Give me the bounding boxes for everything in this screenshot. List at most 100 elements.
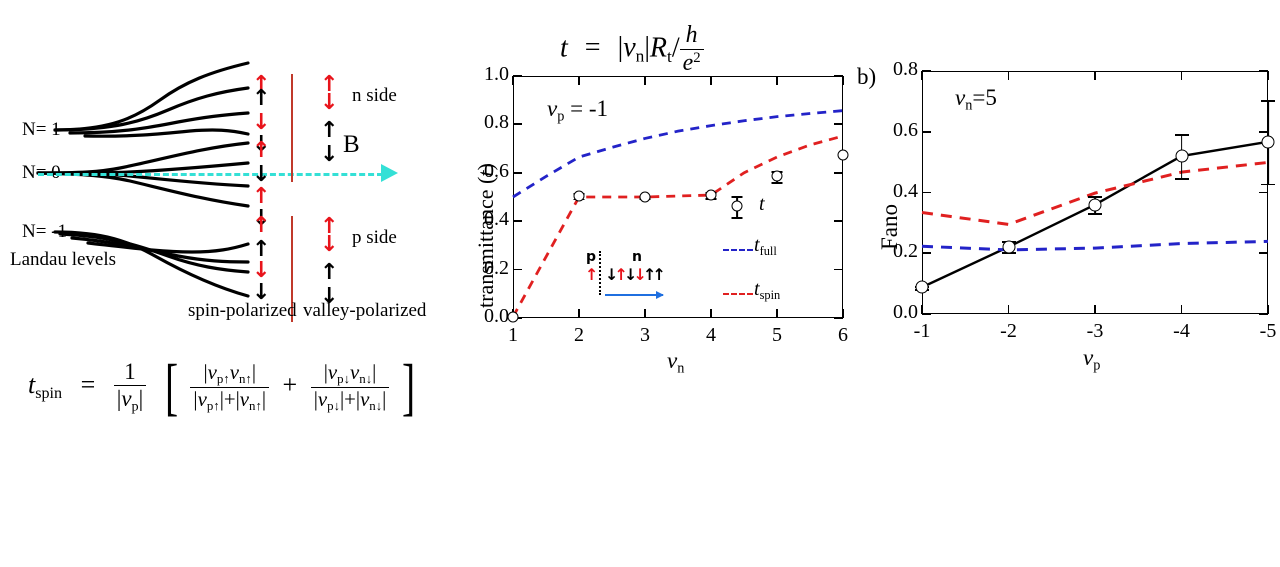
legend-dash-full (723, 249, 753, 251)
plot-a-ytick (513, 268, 522, 271)
plot-a-data-point (771, 170, 783, 182)
plot-a-ytick-label: 0.8 (484, 111, 509, 134)
spin-polarized-caption: spin-polarized (188, 300, 297, 321)
plot-b-annotation: νn=5 (955, 85, 997, 114)
plot-b-errorbar-cap (1088, 196, 1102, 198)
plot-a-xtick-label: 1 (508, 324, 518, 346)
plot-b-errorbar-cap (1261, 183, 1275, 186)
valley-n-arrow-2: ↓ (320, 90, 339, 115)
plot-a-ytick-right (834, 123, 843, 126)
inset-n-arrow-6: ↑ (652, 265, 666, 284)
magnetic-field-arrow-line (38, 173, 383, 176)
spin-arrow-8: ↓ (252, 206, 271, 231)
divider-line-top (291, 74, 293, 182)
spin-arrow-9: ↑ (252, 213, 271, 238)
valley-p-arrow-2: ↓ (320, 232, 339, 257)
plot-a-xtick-label: 3 (640, 324, 650, 346)
plot-a-ytick (513, 171, 522, 174)
plot-a-annotation: νp = -1 (547, 96, 608, 125)
spin-arrow-4: ↓ (252, 132, 271, 157)
spin-arrow-6: ↓ (252, 162, 271, 187)
inset-n-arrow-1: ↓ (605, 265, 619, 284)
plot-b-data-point (915, 280, 929, 294)
inset-direction-arrow (605, 290, 664, 300)
legend-label-tspin: tspin (754, 278, 781, 302)
plot-a-ytick (513, 123, 522, 126)
plot-b-series-Fano-full (921, 239, 1269, 252)
plot-a-series-layer (511, 109, 844, 318)
valley-n-arrow-3: ↑ (320, 118, 339, 143)
valley-p-arrow-4: ↓ (320, 284, 339, 309)
plot-a-data-point (639, 191, 651, 203)
plot-a-ytick (513, 220, 522, 222)
plot-a-ytick-label: 0.0 (484, 305, 509, 327)
valley-n-arrow-4: ↓ (320, 142, 339, 167)
plot-b-ytick-right (1259, 191, 1268, 194)
plot-a-ytick-label: 0.2 (484, 256, 509, 279)
plot-b-ytick (922, 313, 931, 315)
plot-a-series-t_full (512, 109, 844, 199)
legend-dash-spin (723, 293, 753, 295)
plot-b-data-point (1088, 198, 1102, 212)
valley-p-arrow-3: ↑ (320, 260, 339, 285)
spin-arrow-1: ↑ (252, 72, 271, 97)
plot-b-ytick-right (1259, 313, 1268, 315)
plot-b-data-point (1002, 240, 1015, 254)
legend-marker (731, 200, 743, 212)
plot-a-xlabel: νn (667, 348, 685, 377)
plot-a-xtick-top (710, 76, 712, 85)
plot-a-ytick-right (834, 75, 843, 77)
plot-b-data-point (1261, 135, 1275, 149)
plot-b-xtick-label: -3 (1086, 320, 1104, 342)
plot-a-ytick-right (834, 171, 843, 174)
plot-a-xtick-top (842, 76, 844, 85)
plot-a-xtick-top (578, 76, 580, 85)
plot-a-ytick-right (834, 220, 843, 222)
plot-a-xtick-label: 4 (706, 324, 716, 346)
transmittance-plot: transmittance (t) νp = -1 νn 0.0 0.2 0.4 0.… (455, 60, 855, 377)
panel-b-label: b) (857, 64, 877, 89)
spin-arrow-5: ↑ (252, 138, 271, 163)
n-side-label: n side (352, 85, 397, 106)
plot-b-xtick-top (1267, 71, 1269, 80)
valley-n-arrow-1: ↑ (320, 72, 339, 97)
plot-b-ytick (922, 191, 931, 194)
plot-b-xtick-label: -5 (1259, 320, 1277, 342)
plot-b-errorbar-cap (1088, 213, 1102, 215)
p-side-label: p side (352, 227, 397, 248)
plot-a-xtick (644, 309, 646, 318)
level-label-nm1: N= -1 (22, 221, 68, 242)
plot-a-xtick (710, 309, 712, 318)
inset-p-label: p (586, 249, 597, 265)
plot-b-ytick-label: 0.0 (893, 301, 918, 323)
level-label-n0: N= 0 (22, 162, 61, 183)
landau-level-curves (36, 61, 250, 298)
plot-a-data-point (705, 189, 717, 201)
inset-n-label: n (632, 249, 642, 265)
plot-b-ytick (922, 70, 931, 72)
plot-b-xtick-top (921, 71, 923, 80)
spin-arrow-2: ↑ (252, 86, 271, 111)
plot-a-data-point (507, 311, 519, 323)
plot-b-ytick-label: 0.2 (893, 240, 918, 263)
plot-b-series-layer (921, 140, 1269, 289)
plot-a-xtick-label: 6 (838, 324, 848, 346)
plot-b-errorbar-cap (1261, 99, 1275, 102)
plot-b-errorbar-cap (1174, 134, 1189, 136)
plot-b-xtick (1267, 305, 1269, 314)
plot-a-xtick (842, 309, 844, 318)
spin-arrow-12: ↓ (252, 280, 271, 305)
plot-b-ytick-label: 0.8 (893, 58, 918, 80)
plot-b-xtick (921, 305, 923, 314)
inset-n-arrow-5: ↑ (643, 265, 657, 284)
plot-a-ytick-label: 0.4 (484, 208, 509, 231)
fano-plot: b) Fano νn=5 νp 0.0 0.2 0.4 0.6 0.8 -1 -2 -3 -4-… (855, 58, 1280, 374)
plot-a-data-point (837, 149, 849, 161)
plot-b-ytick (922, 130, 931, 133)
inset-divider (599, 251, 601, 295)
legend-label-t: t (759, 193, 765, 215)
plot-b-xtick-top (1007, 71, 1010, 80)
plot-b-ytick-label: 0.6 (893, 118, 918, 141)
plot-b-xlabel: νp (1083, 345, 1101, 374)
spin-arrow-11: ↓ (252, 258, 271, 283)
